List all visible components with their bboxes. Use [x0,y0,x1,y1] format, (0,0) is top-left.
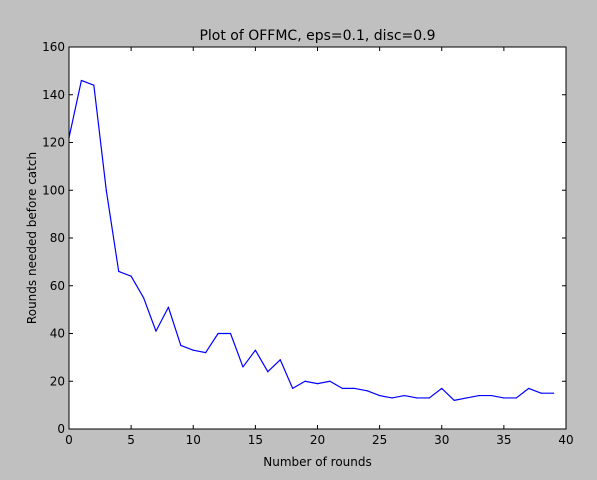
x-tick-label: 30 [434,433,449,447]
data-point [466,397,468,399]
data-point [416,397,418,399]
x-tick-label: 25 [372,433,387,447]
y-tick-label: 60 [50,279,65,293]
data-point [167,306,169,308]
chart-title: Plot of OFFMC, eps=0.1, disc=0.9 [199,28,435,44]
data-point [155,330,157,332]
data-point [279,359,281,361]
data-point [528,387,530,390]
data-point [379,394,381,397]
y-axis-label: Rounds needed before catch [25,152,39,324]
x-tick-label: 40 [558,433,573,447]
y-tick-label: 120 [42,136,65,150]
y-tick-label: 160 [42,40,65,54]
data-point [229,332,232,335]
data-point [403,394,406,397]
x-tick-label: 0 [65,433,73,447]
y-tick-label: 20 [50,374,65,388]
data-point [292,387,294,390]
data-point [217,332,219,335]
data-point [93,84,95,86]
data-point [304,380,306,382]
axes-background [69,47,566,429]
x-axis-label: Number of rounds [263,455,372,469]
data-point [540,392,542,394]
y-tick-label: 40 [50,327,65,341]
y-tick-label: 80 [50,231,65,245]
data-point [316,383,319,385]
x-tick-label: 10 [186,433,201,447]
data-point [118,270,120,273]
data-point [478,394,480,397]
series-line [68,79,554,401]
data-point [105,189,107,191]
data-point [341,387,343,390]
data-point [366,390,368,392]
data-point [192,349,194,351]
x-tick-label: 35 [496,433,511,447]
data-point [354,387,356,390]
y-tick-label: 0 [57,422,65,436]
data-point [267,371,269,373]
data-point [441,387,443,390]
y-tick-label: 100 [42,183,65,197]
data-point [242,366,244,368]
data-point [515,397,517,399]
data-point [552,392,555,394]
data-point [428,397,430,399]
x-tick-label: 20 [310,433,325,447]
data-point [391,397,393,399]
data-point [453,399,455,401]
series-layer [68,79,555,401]
ticks-layer: 0 5 10 15 20 25 30 35 40 0 20 40 60 80 100 120 140 160 [42,40,574,447]
data-point [130,275,132,277]
data-point [142,297,145,299]
data-point [490,394,493,397]
data-point [205,352,207,354]
data-point [80,79,83,82]
data-point [180,344,182,347]
y-tick-label: 140 [42,88,65,102]
x-tick-label: 5 [127,433,135,447]
data-point [503,397,505,399]
x-tick-label: 15 [248,433,263,447]
data-point [254,349,256,351]
data-point [329,380,331,382]
